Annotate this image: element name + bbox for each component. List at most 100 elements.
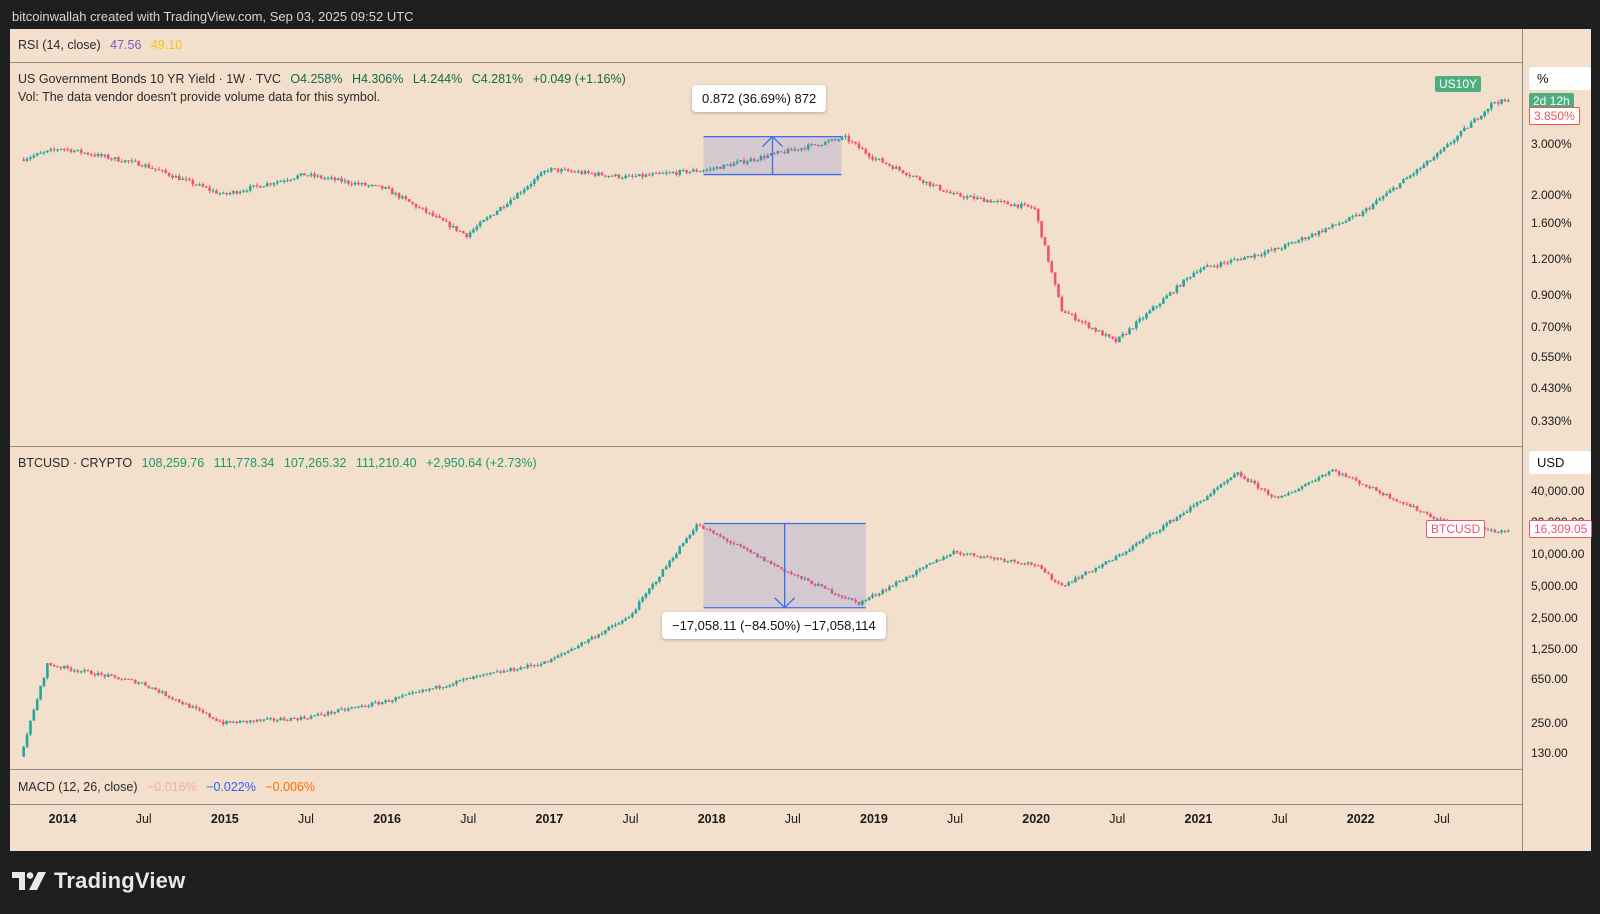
- candle: [303, 173, 306, 176]
- candle: [1452, 138, 1456, 145]
- candle: [790, 570, 793, 575]
- macd-legend[interactable]: MACD (12, 26, close) −0.016% −0.022% −0.…: [18, 780, 321, 794]
- candle: [455, 680, 458, 687]
- candle: [448, 684, 452, 688]
- rsi-separator[interactable]: [10, 62, 1590, 63]
- candle: [1219, 483, 1223, 488]
- measure-box[interactable]: [703, 522, 866, 609]
- candle: [347, 179, 350, 186]
- candle: [137, 681, 140, 685]
- measure-box[interactable]: [703, 135, 842, 176]
- candle: [198, 182, 201, 187]
- candle: [813, 582, 817, 588]
- us10y-unit-box[interactable]: %: [1529, 67, 1591, 90]
- candle: [1496, 100, 1500, 107]
- btc-unit-box[interactable]: USD: [1529, 451, 1591, 474]
- candle: [827, 138, 830, 144]
- candle: [1317, 230, 1321, 238]
- candle: [1449, 141, 1453, 146]
- candle: [719, 166, 722, 169]
- candle: [867, 151, 871, 160]
- candle: [86, 669, 90, 672]
- candle: [458, 230, 462, 232]
- btc-plot[interactable]: [10, 447, 1522, 769]
- btc-measure-label[interactable]: −17,058.11 (−84.50%) −17,058,114: [662, 612, 886, 639]
- price-tick-label: 650.00: [1531, 672, 1568, 687]
- candle: [749, 548, 753, 554]
- candle: [877, 592, 881, 598]
- candle: [150, 687, 154, 690]
- pane-separator[interactable]: [10, 446, 1590, 447]
- candle: [888, 584, 891, 592]
- rsi-legend[interactable]: RSI (14, close) 47.56 49.10: [18, 38, 188, 52]
- candle: [509, 667, 512, 673]
- candle: [1402, 177, 1405, 184]
- candle: [837, 593, 841, 598]
- candle: [343, 707, 347, 713]
- price-tick-label: 1,250.00: [1531, 642, 1578, 657]
- candle: [323, 176, 326, 181]
- candle: [719, 532, 722, 538]
- candle: [925, 181, 928, 186]
- candle: [164, 690, 168, 697]
- candle: [1256, 254, 1260, 257]
- candle: [1270, 247, 1273, 252]
- candle: [1192, 503, 1196, 509]
- candle: [414, 203, 418, 209]
- candle: [347, 706, 350, 712]
- time-axis[interactable]: 2014 Jul 2015 Jul 2016 Jul 2017 Jul 2018 Jul 2019 J…: [10, 805, 1522, 851]
- candle: [1124, 551, 1128, 556]
- candle: [901, 169, 905, 175]
- candle: [238, 719, 242, 724]
- candle: [1263, 249, 1267, 258]
- candle: [702, 524, 705, 530]
- candle: [986, 199, 989, 203]
- candle: [1507, 529, 1510, 533]
- candle: [631, 173, 634, 179]
- candle: [144, 163, 147, 169]
- candle: [76, 149, 80, 152]
- candle: [1493, 101, 1497, 104]
- candle: [482, 673, 485, 678]
- us10y-measure-label[interactable]: 0.872 (36.69%) 872: [692, 85, 827, 112]
- candle: [1084, 319, 1087, 325]
- candle: [658, 576, 661, 584]
- candle: [563, 167, 567, 171]
- candle: [871, 154, 874, 162]
- tradingview-logo: TradingView: [12, 868, 185, 894]
- candle: [1348, 216, 1351, 222]
- candle: [617, 621, 621, 625]
- candle: [73, 149, 76, 153]
- candle: [242, 720, 245, 723]
- candle: [319, 174, 323, 180]
- candle: [32, 153, 36, 160]
- candle: [1009, 203, 1013, 207]
- candle: [462, 230, 465, 234]
- candle: [245, 720, 249, 725]
- us10y-legend[interactable]: US Government Bonds 10 YR Yield · 1W · T…: [18, 72, 632, 86]
- candle: [1314, 478, 1317, 482]
- candle: [211, 716, 215, 720]
- candle: [1324, 473, 1327, 478]
- candle: [1273, 495, 1277, 498]
- macd-separator[interactable]: [10, 769, 1590, 770]
- candle: [1408, 174, 1412, 179]
- candle: [1425, 510, 1429, 516]
- candle: [154, 168, 157, 172]
- btc-legend[interactable]: BTCUSD · CRYPTO 108,259.76 111,778.34 10…: [18, 456, 543, 470]
- candle: [1050, 573, 1054, 581]
- candle: [445, 218, 448, 222]
- candle: [404, 694, 408, 696]
- candle: [411, 201, 414, 206]
- candle: [445, 685, 448, 689]
- price-tick-label: 1.200%: [1531, 251, 1572, 266]
- chart-frame: RSI (14, close) 47.56 49.10 US Governmen…: [10, 29, 1593, 851]
- candle: [1419, 510, 1422, 514]
- candle: [492, 214, 496, 216]
- candle: [999, 557, 1003, 561]
- candle: [255, 183, 259, 189]
- us10y-plot[interactable]: [10, 63, 1522, 446]
- candle: [1097, 565, 1101, 569]
- candle: [1429, 512, 1432, 518]
- price-axis-column[interactable]: % USD 3.000% 2.000% 1.600% 1.200% 0.900% 0.70…: [1522, 29, 1593, 851]
